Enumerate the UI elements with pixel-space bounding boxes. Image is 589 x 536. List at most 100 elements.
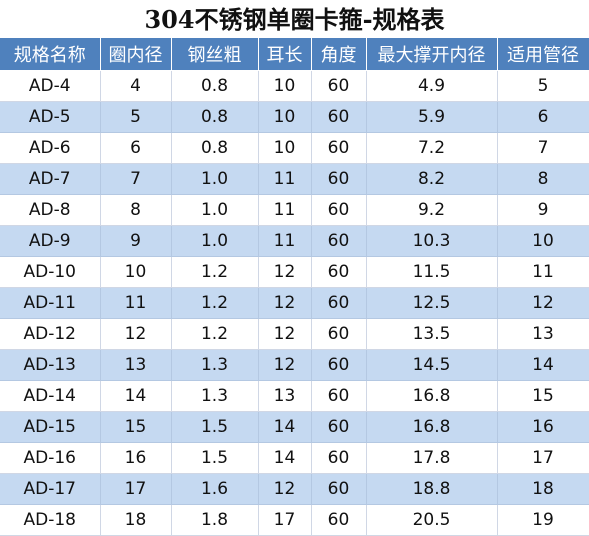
wire-thickness-cell: 0.8 — [171, 132, 259, 164]
pipe-diameter-cell: 8 — [497, 163, 589, 195]
max-open-diameter-cell: 7.2 — [366, 132, 498, 164]
inner-diameter-cell: 12 — [100, 318, 172, 350]
ear-length-cell: 10 — [258, 132, 312, 164]
wire-thickness-cell: 1.2 — [171, 287, 259, 319]
column-header-max-open-diameter: 最大撑开内径 — [366, 38, 498, 71]
model-cell: AD-13 — [0, 349, 101, 381]
pipe-diameter-cell: 18 — [497, 473, 589, 505]
model-cell: AD-11 — [0, 287, 101, 319]
table-row: AD-12 12 1.2 12 60 13.5 13 — [0, 318, 589, 350]
column-header-pipe-diameter: 适用管径 — [497, 38, 589, 71]
wire-thickness-cell: 0.8 — [171, 101, 259, 133]
table-row: AD-9 9 1.0 11 60 10.3 10 — [0, 225, 589, 257]
wire-thickness-cell: 1.3 — [171, 349, 259, 381]
model-cell: AD-17 — [0, 473, 101, 505]
ear-length-cell: 12 — [258, 256, 312, 288]
table-row: AD-14 14 1.3 13 60 16.8 15 — [0, 380, 589, 412]
ear-length-cell: 14 — [258, 442, 312, 474]
max-open-diameter-cell: 12.5 — [366, 287, 498, 319]
angle-cell: 60 — [311, 473, 367, 505]
ear-length-cell: 11 — [258, 163, 312, 195]
inner-diameter-cell: 15 — [100, 411, 172, 443]
wire-thickness-cell: 1.6 — [171, 473, 259, 505]
table-row: AD-7 7 1.0 11 60 8.2 8 — [0, 163, 589, 195]
inner-diameter-cell: 11 — [100, 287, 172, 319]
max-open-diameter-cell: 5.9 — [366, 101, 498, 133]
angle-cell: 60 — [311, 225, 367, 257]
table-body: AD-4 4 0.8 10 60 4.9 5 AD-5 5 0.8 10 60 5.9 6 AD-6 6 0.8… — [0, 70, 589, 536]
table-row: AD-16 16 1.5 14 60 17.8 17 — [0, 442, 589, 474]
wire-thickness-cell: 1.2 — [171, 318, 259, 350]
model-cell: AD-18 — [0, 504, 101, 536]
ear-length-cell: 10 — [258, 101, 312, 133]
pipe-diameter-cell: 7 — [497, 132, 589, 164]
max-open-diameter-cell: 13.5 — [366, 318, 498, 350]
ear-length-cell: 12 — [258, 473, 312, 505]
model-cell: AD-15 — [0, 411, 101, 443]
ear-length-cell: 12 — [258, 349, 312, 381]
wire-thickness-cell: 1.0 — [171, 163, 259, 195]
spec-sheet: 304不锈钢单圈卡箍-规格表 规格名称 圈内径 钢丝粗 耳长 角度 最大撑开内径… — [0, 5, 589, 536]
table-row: AD-4 4 0.8 10 60 4.9 5 — [0, 70, 589, 102]
table-row: AD-17 17 1.6 12 60 18.8 18 — [0, 473, 589, 505]
inner-diameter-cell: 18 — [100, 504, 172, 536]
inner-diameter-cell: 16 — [100, 442, 172, 474]
header-row: 规格名称 圈内径 钢丝粗 耳长 角度 最大撑开内径 适用管径 — [0, 38, 589, 71]
ear-length-cell: 17 — [258, 504, 312, 536]
angle-cell: 60 — [311, 163, 367, 195]
spec-table: 规格名称 圈内径 钢丝粗 耳长 角度 最大撑开内径 适用管径 AD-4 4 0.8 1… — [0, 38, 589, 536]
ear-length-cell: 13 — [258, 380, 312, 412]
pipe-diameter-cell: 6 — [497, 101, 589, 133]
column-header-model: 规格名称 — [0, 38, 101, 71]
inner-diameter-cell: 4 — [100, 70, 172, 102]
angle-cell: 60 — [311, 504, 367, 536]
wire-thickness-cell: 1.5 — [171, 411, 259, 443]
inner-diameter-cell: 17 — [100, 473, 172, 505]
pipe-diameter-cell: 11 — [497, 256, 589, 288]
angle-cell: 60 — [311, 380, 367, 412]
pipe-diameter-cell: 14 — [497, 349, 589, 381]
ear-length-cell: 12 — [258, 318, 312, 350]
inner-diameter-cell: 6 — [100, 132, 172, 164]
model-cell: AD-7 — [0, 163, 101, 195]
max-open-diameter-cell: 8.2 — [366, 163, 498, 195]
table-row: AD-8 8 1.0 11 60 9.2 9 — [0, 194, 589, 226]
table-row: AD-15 15 1.5 14 60 16.8 16 — [0, 411, 589, 443]
wire-thickness-cell: 1.0 — [171, 225, 259, 257]
angle-cell: 60 — [311, 349, 367, 381]
model-cell: AD-14 — [0, 380, 101, 412]
ear-length-cell: 12 — [258, 287, 312, 319]
angle-cell: 60 — [311, 287, 367, 319]
inner-diameter-cell: 14 — [100, 380, 172, 412]
ear-length-cell: 14 — [258, 411, 312, 443]
angle-cell: 60 — [311, 318, 367, 350]
inner-diameter-cell: 7 — [100, 163, 172, 195]
pipe-diameter-cell: 15 — [497, 380, 589, 412]
wire-thickness-cell: 1.2 — [171, 256, 259, 288]
max-open-diameter-cell: 14.5 — [366, 349, 498, 381]
angle-cell: 60 — [311, 256, 367, 288]
column-header-inner-diameter: 圈内径 — [100, 38, 172, 71]
angle-cell: 60 — [311, 132, 367, 164]
model-cell: AD-6 — [0, 132, 101, 164]
model-cell: AD-9 — [0, 225, 101, 257]
angle-cell: 60 — [311, 411, 367, 443]
column-header-angle: 角度 — [311, 38, 367, 71]
angle-cell: 60 — [311, 442, 367, 474]
max-open-diameter-cell: 10.3 — [366, 225, 498, 257]
model-cell: AD-12 — [0, 318, 101, 350]
table-row: AD-18 18 1.8 17 60 20.5 19 — [0, 504, 589, 536]
inner-diameter-cell: 9 — [100, 225, 172, 257]
inner-diameter-cell: 10 — [100, 256, 172, 288]
pipe-diameter-cell: 10 — [497, 225, 589, 257]
max-open-diameter-cell: 9.2 — [366, 194, 498, 226]
max-open-diameter-cell: 17.8 — [366, 442, 498, 474]
max-open-diameter-cell: 16.8 — [366, 411, 498, 443]
model-cell: AD-4 — [0, 70, 101, 102]
pipe-diameter-cell: 17 — [497, 442, 589, 474]
inner-diameter-cell: 13 — [100, 349, 172, 381]
pipe-diameter-cell: 13 — [497, 318, 589, 350]
wire-thickness-cell: 1.5 — [171, 442, 259, 474]
wire-thickness-cell: 1.8 — [171, 504, 259, 536]
table-row: AD-6 6 0.8 10 60 7.2 7 — [0, 132, 589, 164]
